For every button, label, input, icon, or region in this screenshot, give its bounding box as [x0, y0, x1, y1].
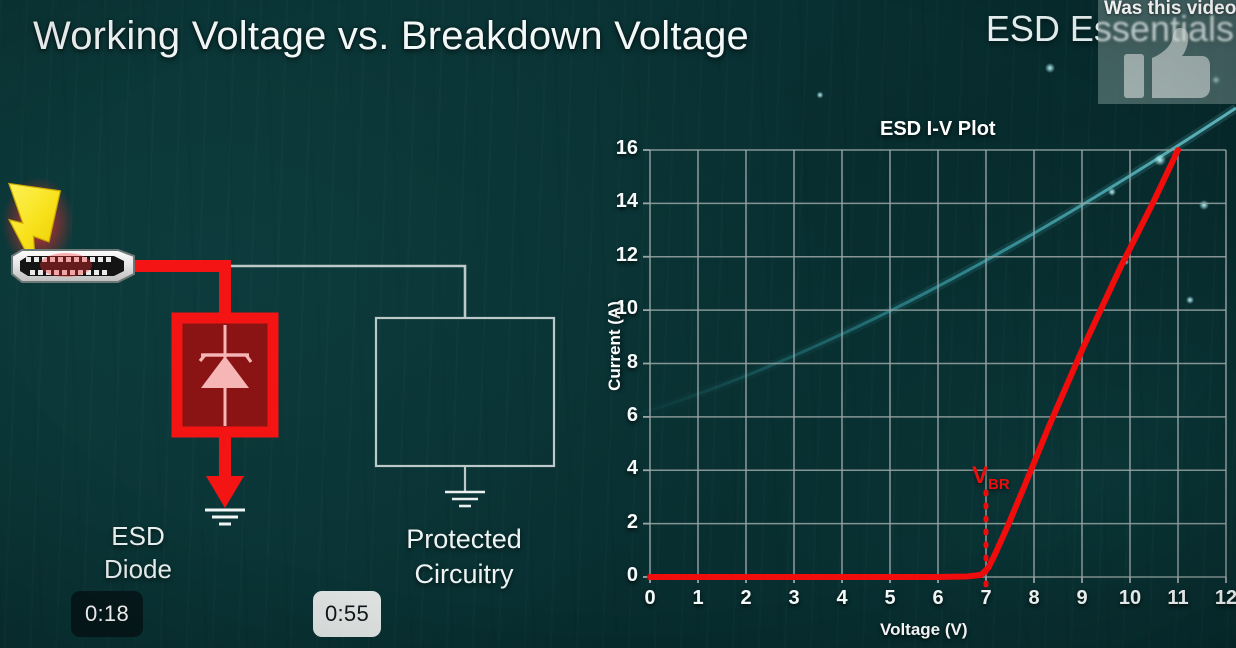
x-tick-label: 10	[1118, 587, 1142, 609]
x-tick-label: 9	[1076, 587, 1088, 609]
total-time-badge[interactable]: 0:55	[313, 591, 381, 637]
protected-label-line2: Circuitry	[414, 559, 514, 590]
protected-label-line1: Protected	[406, 524, 522, 554]
x-tick-label: 11	[1167, 587, 1189, 609]
x-tick-label: 4	[836, 587, 848, 609]
x-tick-label: 8	[1028, 587, 1040, 609]
y-tick-label: 12	[615, 243, 638, 266]
tvs-zener-diode-symbol-icon	[198, 325, 253, 426]
ground-icon-diode	[205, 508, 245, 526]
surge-current-path	[135, 260, 244, 508]
page-title: Working Voltage vs. Breakdown Voltage	[33, 14, 749, 58]
hdmi-connector-icon	[11, 249, 135, 283]
y-tick-label: 14	[615, 190, 638, 213]
feedback-overlay-text: Was this video	[1104, 0, 1236, 19]
esd-diode-label-line2: Diode	[104, 554, 172, 585]
x-tick-label: 3	[788, 587, 800, 609]
tick-marks	[643, 149, 1227, 583]
plot-area	[643, 147, 1227, 588]
y-tick-label: 10	[615, 297, 638, 320]
vbr-annotation-sub: BR	[988, 475, 1010, 493]
y-tick-label: 0	[626, 564, 638, 586]
x-tick-label: 6	[932, 587, 944, 609]
protected-circuitry-box	[374, 316, 556, 492]
x-tick-label: 2	[740, 587, 752, 609]
chart-title: ESD I-V Plot	[880, 118, 996, 140]
x-tick-label: 0	[644, 587, 656, 609]
x-tick-label: 7	[980, 587, 992, 609]
esd-diode-label: ESD Diode	[88, 520, 188, 587]
current-time-badge[interactable]: 0:18	[71, 591, 143, 637]
y-tick-label: 2	[626, 510, 638, 533]
x-tick-label: 12	[1214, 587, 1236, 609]
circuit-diagram: ESD Diode Protected Circuitry	[0, 170, 600, 589]
x-tick-label: 5	[884, 587, 896, 609]
esd-diode-label-line1: ESD	[111, 521, 165, 551]
thumbs-up-icon[interactable]	[1124, 28, 1210, 100]
lightning-bolt-icon	[7, 182, 62, 272]
vbr-annotation-main: V	[972, 461, 989, 489]
y-tick-label: 8	[626, 350, 638, 373]
feedback-overlay[interactable]: Was this video	[1098, 0, 1236, 104]
grid-lines	[649, 149, 1227, 578]
esd-diode-box	[171, 312, 279, 438]
x-tick-label: 1	[692, 587, 704, 609]
y-tick-label: 6	[626, 403, 638, 426]
y-tick-label: 4	[626, 457, 638, 480]
protected-circuitry-label: Protected Circuitry	[378, 522, 550, 592]
x-axis-label: Voltage (V)	[880, 620, 968, 639]
ground-icon-protected	[445, 490, 485, 508]
y-tick-label: 16	[615, 137, 638, 159]
signal-wire	[143, 264, 467, 318]
vbr-annotation-label: VBR	[972, 462, 1010, 493]
